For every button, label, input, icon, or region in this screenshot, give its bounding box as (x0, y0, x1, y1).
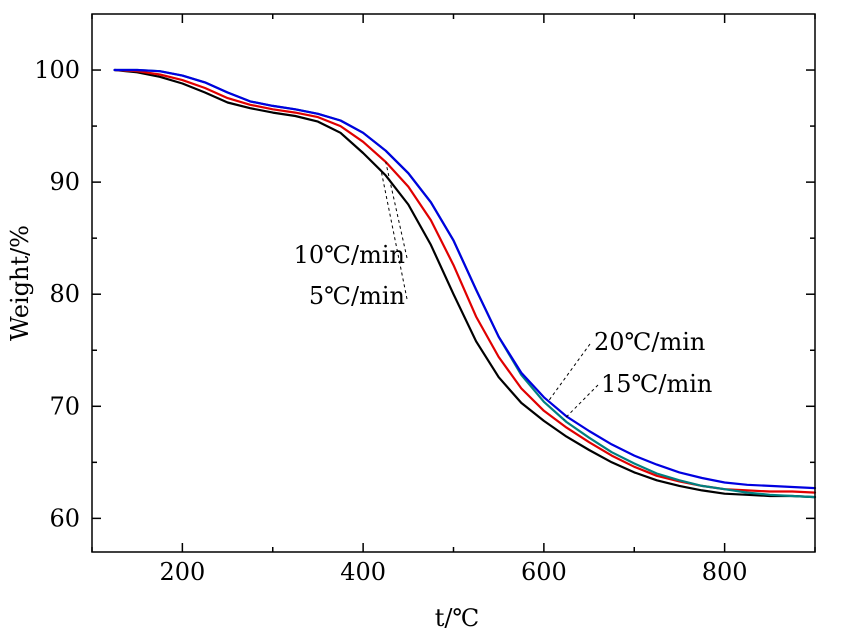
annotation-label-5-minmin: 5℃/min (309, 282, 405, 310)
y-tick-label: 90 (49, 168, 80, 196)
series-line-5-minmin (113, 68, 817, 499)
x-tick-label: 600 (521, 558, 567, 586)
y-tick-label: 80 (49, 280, 80, 308)
series-line-15-minmin (113, 68, 817, 499)
x-axis-title: t/℃ (435, 604, 480, 632)
annotation-leader (380, 170, 408, 300)
x-tick-label: 400 (340, 558, 386, 586)
y-tick-label: 100 (34, 56, 80, 84)
annotation-layer: 10℃/min 5℃/min 20℃/min 15℃/min (294, 161, 712, 420)
series-line-20-minmin (113, 68, 817, 490)
series-line-10-minmin (113, 68, 817, 494)
x-tick-label: 200 (159, 558, 205, 586)
y-tick-label: 60 (49, 504, 80, 532)
x-tick-label: 800 (702, 558, 748, 586)
series-layer (113, 68, 817, 499)
annotation-label-20-minmin: 20℃/min (594, 328, 705, 356)
plot-frame (91, 13, 816, 553)
annotation-leader (385, 161, 408, 259)
tick-layer (91, 14, 816, 552)
label-layer: 200 400 600 800 60 70 80 90 100 (34, 56, 747, 586)
y-axis-title: Weight/% (6, 225, 34, 341)
annotation-leader (547, 343, 591, 402)
y-tick-label: 70 (49, 392, 80, 420)
annotation-label-15-minmin: 15℃/min (601, 370, 712, 398)
annotation-leader (563, 384, 599, 420)
annotation-label-10-minmin: 10℃/min (294, 241, 405, 269)
